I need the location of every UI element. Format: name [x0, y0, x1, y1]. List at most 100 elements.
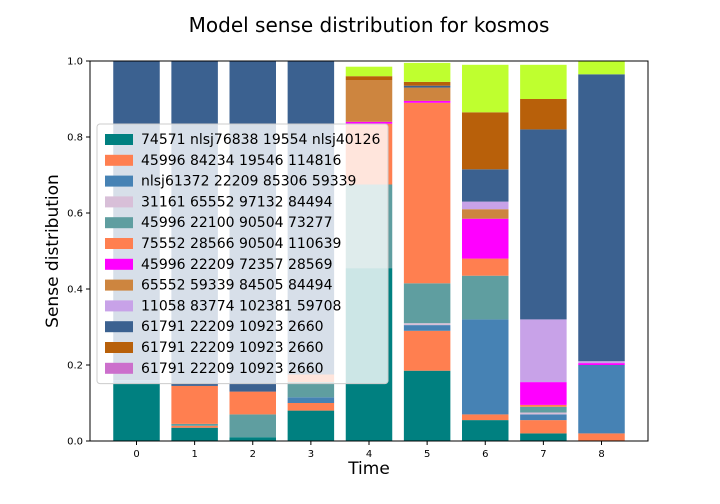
legend-label: 74571 nlsj76838 19554 nlsj40126	[141, 132, 380, 148]
y-axis-label: Sense distribution	[43, 174, 63, 328]
bar-segment	[520, 99, 567, 130]
bar-segment	[287, 403, 335, 411]
y-tick-label: 0.6	[67, 209, 83, 220]
legend-label: 61791 22209 10923 2660	[141, 361, 324, 377]
bar-segment	[171, 385, 218, 424]
x-tick-label: 0	[133, 449, 139, 460]
legend-swatch	[105, 154, 133, 166]
bar-segment	[462, 420, 509, 441]
bar-segment	[520, 64, 567, 99]
bar-segment	[520, 404, 567, 407]
y-tick-label: 0.0	[67, 437, 83, 448]
bar-segment	[403, 102, 451, 284]
y-axis: 0.0 0.2 0.4 0.6 0.8 1.0	[67, 57, 90, 448]
bar-segment	[462, 275, 509, 320]
x-axis-label: Time	[347, 459, 390, 479]
x-axis: 0 1 2 3 4 5 6 7 8	[133, 441, 605, 460]
bar-segment	[520, 420, 567, 434]
x-tick-label: 6	[482, 449, 488, 460]
bar-segment	[229, 391, 276, 415]
legend-label: 65552 59339 84505 84494	[141, 278, 333, 294]
bar-segment	[403, 62, 451, 82]
bar-segment	[578, 74, 625, 362]
bar-segment	[403, 283, 451, 324]
bar-segment	[520, 412, 567, 415]
bar-segment	[462, 112, 509, 170]
bar-segment	[403, 325, 451, 331]
legend-label: nlsj61372 22209 85306 59339	[141, 174, 356, 190]
bar-segment	[578, 363, 625, 365]
bar-segment	[520, 433, 567, 441]
bar-segment	[287, 382, 335, 398]
x-tick-label: 1	[191, 449, 197, 460]
x-tick-label: 8	[598, 449, 604, 460]
legend-swatch	[105, 175, 133, 187]
legend-swatch	[105, 279, 133, 291]
legend-swatch	[105, 321, 133, 333]
y-tick-label: 1.0	[67, 57, 83, 68]
bar-segment	[520, 319, 567, 383]
legend-label: 61791 22209 10923 2660	[141, 319, 324, 335]
legend-label: 31161 65552 97132 84494	[141, 194, 333, 210]
legend-box	[96, 123, 389, 385]
bar-segment	[578, 365, 625, 434]
chart-title: Model sense distribution for kosmos	[189, 13, 550, 37]
bar-segment	[287, 397, 335, 403]
x-tick-label: 5	[424, 449, 430, 460]
bar-segment	[171, 425, 218, 428]
legend-label: 11058 83774 102381 59708	[141, 298, 341, 314]
bar-segment	[403, 330, 451, 371]
bar-segment	[403, 100, 451, 103]
y-tick-label: 0.2	[67, 361, 83, 372]
bar-segment	[229, 414, 276, 438]
bar-segment	[345, 121, 393, 124]
legend-swatch	[105, 238, 133, 249]
legend-swatch	[105, 300, 133, 312]
bar-segment	[403, 323, 451, 326]
bar-segment	[462, 64, 509, 113]
x-tick-label: 7	[540, 449, 546, 460]
bar-segment	[578, 361, 625, 364]
bar-segment	[403, 81, 451, 86]
bar-segment	[171, 427, 218, 441]
y-tick-label: 0.4	[67, 285, 83, 296]
bar-segment	[462, 258, 509, 276]
bar-segment	[171, 423, 218, 426]
bar-segment	[462, 319, 509, 415]
bar-segment	[462, 414, 509, 421]
legend: 74571 nlsj76838 19554 nlsj40126 45996 842…	[96, 123, 389, 385]
legend-label: 45996 22100 90504 73277	[141, 215, 333, 231]
bar-segment	[520, 406, 567, 413]
bar-segment	[578, 61, 625, 75]
bar-segment	[229, 437, 276, 441]
bar-segment	[403, 85, 451, 88]
bar-segment	[113, 384, 160, 441]
bar-segment	[520, 129, 567, 320]
bar-segment	[462, 169, 509, 202]
x-tick-label: 2	[250, 449, 256, 460]
x-tick-label: 4	[366, 449, 372, 460]
legend-swatch	[105, 196, 133, 208]
bar-segment	[403, 370, 451, 441]
bar-segment	[345, 76, 393, 80]
bar-segment	[520, 382, 567, 405]
legend-label: 45996 84234 19546 114816	[141, 153, 341, 169]
legend-swatch	[105, 258, 133, 270]
bar-segment	[462, 201, 509, 210]
bar-segment	[287, 410, 335, 441]
bar-segment	[345, 66, 393, 77]
legend-label: 45996 22209 72357 28569	[141, 257, 333, 273]
legend-swatch	[105, 342, 133, 353]
legend-swatch	[105, 134, 133, 145]
legend-label: 75552 28566 90504 110639	[141, 236, 341, 252]
legend-swatch	[105, 217, 133, 229]
bar-segment	[462, 209, 509, 219]
x-tick-label: 3	[308, 449, 314, 460]
bar-segment	[578, 433, 625, 441]
bar-segment	[345, 80, 393, 122]
legend-swatch	[105, 362, 133, 374]
bar-segment	[403, 87, 451, 101]
bar-segment	[462, 218, 509, 259]
y-tick-label: 0.8	[67, 133, 83, 144]
